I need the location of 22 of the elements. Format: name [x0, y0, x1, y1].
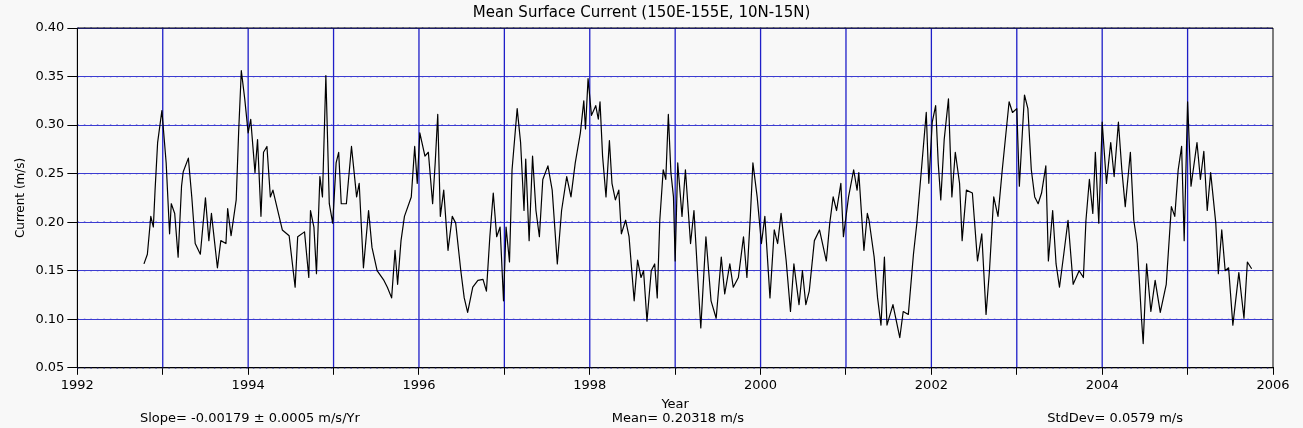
x-tick-label: 2006 — [1256, 376, 1290, 392]
text: StdDev= 0.0579 m/s — [1047, 410, 1183, 425]
y-tick-label: 0.40 — [35, 19, 65, 35]
text: Mean= 0.20318 m/s — [611, 410, 745, 425]
y-axis-title: Current (m/s) — [13, 157, 28, 239]
x-tick-label: 2002 — [914, 376, 948, 392]
text: Slope= -0.00179 ± 0.0005 m/s/Yr — [140, 410, 360, 425]
x-tick-label: 1996 — [402, 376, 436, 392]
y-tick-label: 0.25 — [35, 165, 65, 180]
x-tick-label: 1994 — [231, 376, 265, 392]
x-tick-label: 2000 — [744, 376, 778, 392]
y-tick-label: 0.20 — [35, 213, 65, 229]
y-tick-label: 0.30 — [35, 116, 65, 132]
chart-title: Mean Surface Current (150E-155E, 10N-15N) — [472, 2, 811, 21]
y-tick-label: 0.15 — [35, 262, 65, 278]
x-tick-label: 2004 — [1085, 376, 1119, 392]
x-tick-label: 1998 — [573, 376, 607, 392]
y-tick-label: 0.10 — [35, 310, 65, 326]
x-tick-label: 1992 — [60, 376, 94, 392]
y-tick-label: 0.35 — [35, 67, 65, 83]
y-tick-label: 0.05 — [35, 359, 65, 375]
x-axis-title: Year — [660, 395, 690, 411]
